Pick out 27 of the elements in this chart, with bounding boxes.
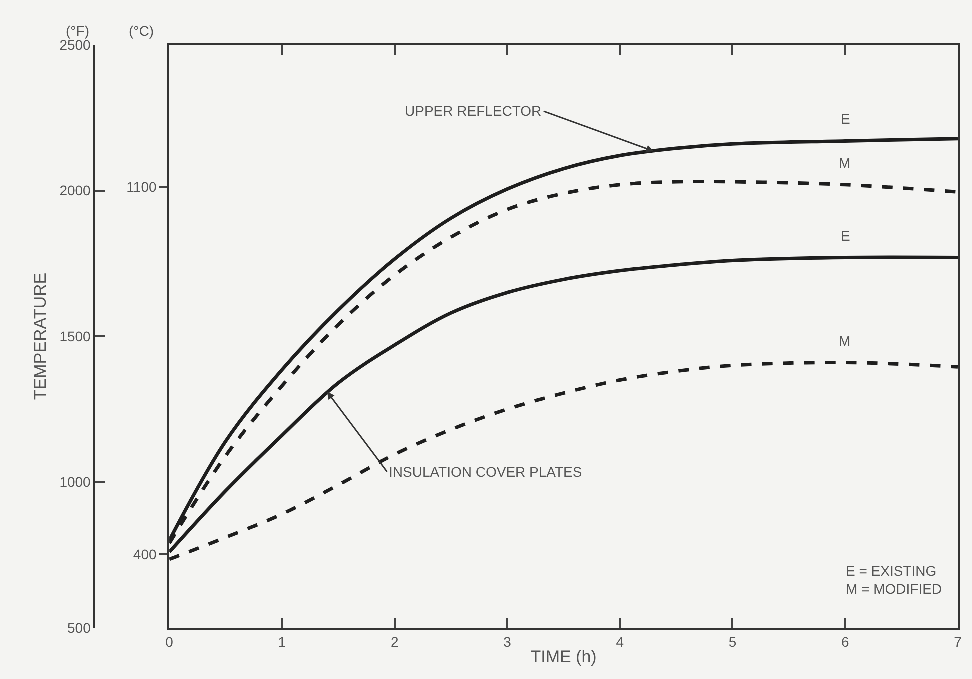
- x-axis-title: TIME (h): [530, 648, 597, 667]
- y-tick-label: 500: [68, 620, 92, 636]
- y-tick-label: 2000: [60, 182, 92, 199]
- line-series: [170, 256, 958, 554]
- x-tick-label: 6: [841, 634, 850, 650]
- y2-tick-label: 400: [133, 546, 157, 562]
- x-tick-label: 5: [728, 634, 737, 650]
- text: (°C): [129, 23, 154, 39]
- x-tick-label: 3: [504, 634, 512, 650]
- y-tick-label: 1000: [60, 474, 92, 490]
- series-label: M: [839, 155, 851, 171]
- y2-tick-label: 1100: [126, 179, 157, 196]
- line-series: [170, 360, 958, 562]
- y-axis-title: TEMPERATURE: [30, 272, 50, 400]
- annotation: UPPER REFLECTOR: [405, 103, 542, 119]
- x-tick-label: 1: [278, 634, 286, 650]
- x-tick-label: 2: [390, 634, 399, 650]
- y-tick-label: 1500: [60, 328, 92, 344]
- series-label: E: [841, 228, 850, 244]
- x-tick-label: 7: [954, 634, 962, 650]
- x-tick-label: 0: [166, 634, 174, 650]
- annotation: INSULATION COVER PLATES: [389, 464, 582, 480]
- text: (°F): [66, 23, 90, 39]
- x-tick-label: 4: [616, 634, 624, 650]
- series-label: E: [841, 111, 850, 127]
- annotation: E = EXISTING M = MODIFIED: [846, 563, 942, 598]
- series-label: M: [839, 333, 851, 349]
